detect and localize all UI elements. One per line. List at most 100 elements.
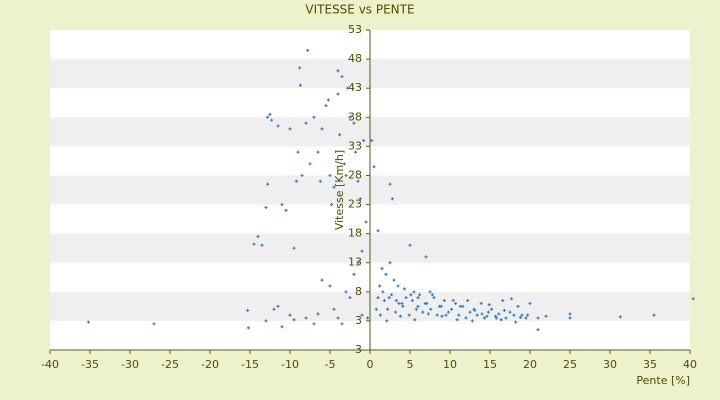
data-point xyxy=(482,316,486,320)
data-point xyxy=(457,313,461,317)
data-point xyxy=(288,313,292,317)
data-point xyxy=(454,301,458,305)
data-point xyxy=(394,299,398,303)
data-point xyxy=(312,322,316,326)
data-point xyxy=(413,318,417,322)
data-point xyxy=(485,314,489,318)
y-tick-label: 53 xyxy=(348,23,362,36)
data-point xyxy=(480,312,484,316)
data-point xyxy=(388,261,392,265)
data-point xyxy=(502,308,506,312)
data-point xyxy=(396,284,400,288)
data-point xyxy=(381,290,385,294)
data-point xyxy=(407,313,411,317)
data-point xyxy=(504,316,508,320)
data-point xyxy=(400,301,404,305)
data-point xyxy=(348,115,352,119)
x-tick-label: -5 xyxy=(325,358,336,371)
y-tick-label: 18 xyxy=(348,227,362,240)
y-tick-label: 8 xyxy=(355,285,362,298)
data-point xyxy=(296,150,300,154)
data-point xyxy=(520,313,524,317)
data-point xyxy=(338,133,342,137)
data-point xyxy=(326,98,330,102)
data-point xyxy=(652,313,656,317)
data-point xyxy=(438,304,442,308)
data-point xyxy=(352,121,356,125)
data-point xyxy=(288,127,292,131)
data-point xyxy=(386,307,390,311)
data-point xyxy=(426,312,430,316)
data-point xyxy=(318,179,322,183)
y-tick-label: 3 xyxy=(355,314,362,327)
data-point xyxy=(385,319,389,323)
data-point xyxy=(316,150,320,154)
y-tick-label: 13 xyxy=(348,256,362,269)
data-point xyxy=(494,316,498,320)
data-point xyxy=(544,314,548,318)
data-point xyxy=(468,310,472,314)
data-point xyxy=(268,112,272,116)
data-point xyxy=(356,261,360,265)
data-point xyxy=(352,272,356,276)
data-point xyxy=(440,314,444,318)
data-point xyxy=(479,301,483,305)
data-point xyxy=(416,304,420,308)
data-point xyxy=(266,182,270,186)
data-point xyxy=(499,318,503,322)
chart-title: VITESSE vs PENTE xyxy=(305,3,414,17)
data-point xyxy=(354,150,358,154)
data-point xyxy=(304,316,308,320)
data-point xyxy=(264,319,268,323)
data-point xyxy=(432,296,436,300)
data-point xyxy=(536,328,540,332)
data-point xyxy=(252,242,256,246)
data-point xyxy=(300,173,304,177)
x-tick-label: -10 xyxy=(281,358,299,371)
data-point xyxy=(360,313,364,317)
data-point xyxy=(366,316,370,320)
data-point xyxy=(370,139,374,143)
data-point xyxy=(568,316,572,320)
data-point xyxy=(497,312,501,316)
data-point xyxy=(340,322,344,326)
data-point xyxy=(332,307,336,311)
data-point xyxy=(298,83,302,87)
data-point xyxy=(328,284,332,288)
data-point xyxy=(344,173,348,177)
x-tick-label: 40 xyxy=(683,358,697,371)
data-point xyxy=(284,208,288,212)
x-tick-label: -30 xyxy=(121,358,139,371)
data-point xyxy=(473,308,477,312)
data-point xyxy=(428,290,432,294)
data-point xyxy=(618,315,622,319)
data-point xyxy=(455,318,459,322)
x-tick-label: -35 xyxy=(81,358,99,371)
data-point xyxy=(435,313,439,317)
x-tick-label: 0 xyxy=(367,358,374,371)
data-point xyxy=(410,299,414,303)
data-point xyxy=(470,319,474,323)
y-axis-title: Vitesse [Km/h] xyxy=(333,150,346,230)
data-point xyxy=(270,118,274,122)
y-tick-label: 33 xyxy=(348,139,362,152)
data-point xyxy=(380,267,384,271)
data-point xyxy=(408,243,412,247)
x-tick-label: -25 xyxy=(161,358,179,371)
x-tick-label: 15 xyxy=(483,358,497,371)
data-point xyxy=(401,304,405,308)
data-point xyxy=(152,322,156,326)
data-point xyxy=(356,179,360,183)
data-point xyxy=(348,296,352,300)
data-point xyxy=(444,313,448,317)
data-point xyxy=(409,293,413,297)
data-point xyxy=(486,310,490,314)
data-point xyxy=(312,115,316,119)
data-point xyxy=(416,296,420,300)
data-point xyxy=(390,197,394,201)
data-point xyxy=(292,318,296,322)
data-point xyxy=(320,278,324,282)
data-point xyxy=(508,310,512,314)
y-tick-label: 38 xyxy=(348,110,362,123)
data-point xyxy=(328,173,332,177)
